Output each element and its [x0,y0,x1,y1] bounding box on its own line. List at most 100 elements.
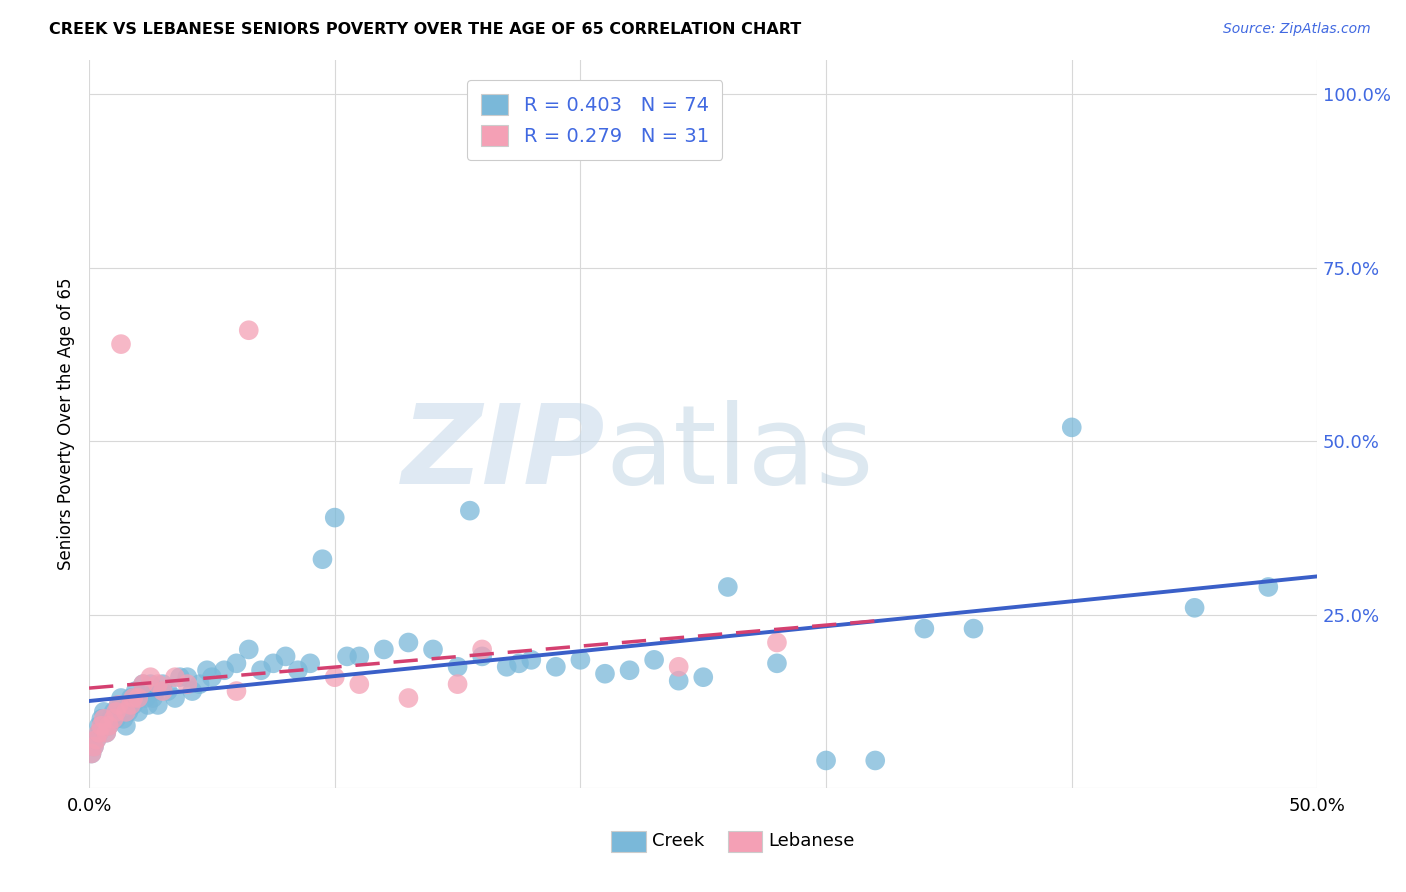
Point [139,677,162,691]
Point [311,552,333,566]
Point [117,705,139,719]
Point [569,653,592,667]
Point [863,754,886,768]
Point [115,719,138,733]
Point [107,698,129,712]
Point [83,739,105,754]
Point [107,698,129,712]
Point [1257,580,1279,594]
Point [912,622,935,636]
Legend: R = 0.403   N = 74, R = 0.279   N = 31: R = 0.403 N = 74, R = 0.279 N = 31 [467,80,723,160]
Point [262,657,284,671]
Point [97,719,120,733]
Point [125,684,148,698]
Point [250,663,273,677]
Point [593,666,616,681]
FancyBboxPatch shape [612,831,645,852]
Point [323,510,346,524]
Text: Creek: Creek [651,832,704,850]
Point [495,660,517,674]
Point [83,739,105,754]
Point [668,673,690,688]
Point [90,712,112,726]
Point [93,712,115,726]
Point [349,677,371,691]
Point [458,503,481,517]
Point [287,663,309,677]
Point [120,698,142,712]
Text: Lebanese: Lebanese [768,832,855,850]
Point [142,691,165,706]
Point [336,649,359,664]
Point [103,705,125,719]
Point [132,677,155,691]
Point [717,580,740,594]
Point [165,691,187,706]
Point [136,698,159,712]
Point [398,635,420,649]
Point [962,622,984,636]
Point [127,705,149,719]
Point [323,670,346,684]
Point [80,747,103,761]
Point [373,642,395,657]
Point [105,712,128,726]
Point [1060,420,1083,434]
Point [115,705,138,719]
Point [127,691,149,706]
Point [86,732,108,747]
Point [87,725,110,739]
Point [110,337,132,351]
Point [146,698,169,712]
Text: atlas: atlas [605,400,873,507]
Point [122,691,145,706]
Point [815,754,838,768]
Point [212,663,235,677]
Point [110,691,132,706]
Point [238,323,260,337]
Point [135,691,157,706]
Point [181,684,204,698]
Point [96,725,118,739]
Point [643,653,665,667]
Point [86,732,108,747]
Point [80,747,103,761]
Point [692,670,714,684]
Point [471,642,494,657]
Point [176,670,198,684]
Point [87,725,110,739]
Point [201,670,224,684]
Point [146,677,169,691]
Y-axis label: Seniors Poverty Over the Age of 65: Seniors Poverty Over the Age of 65 [58,277,75,570]
Point [87,719,110,733]
Point [544,660,567,674]
Point [195,663,218,677]
Point [349,649,371,664]
Point [112,712,135,726]
Point [766,635,789,649]
Point [97,719,120,733]
Point [156,684,179,698]
Text: ZIP: ZIP [402,400,605,507]
Point [274,649,297,664]
Point [619,663,641,677]
Point [165,670,187,684]
Point [188,677,211,691]
Point [398,691,420,706]
Point [145,684,167,698]
Point [225,684,247,698]
Point [422,642,444,657]
Point [1184,600,1206,615]
Point [152,677,174,691]
Point [238,642,260,657]
Point [225,657,247,671]
Point [508,657,530,671]
Point [132,677,155,691]
Point [299,657,322,671]
Point [446,677,468,691]
Point [520,653,543,667]
Point [139,670,162,684]
Point [122,698,145,712]
Point [93,705,115,719]
Point [668,660,690,674]
